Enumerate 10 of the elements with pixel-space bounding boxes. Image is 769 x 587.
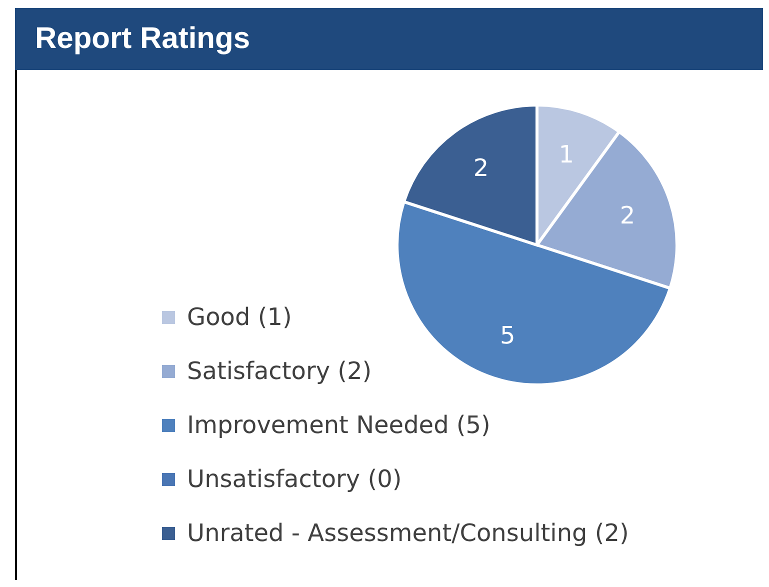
data-label: 1 <box>558 140 574 168</box>
data-label: 2 <box>473 154 489 182</box>
data-label: 5 <box>500 322 516 350</box>
legend-label: Good (1) <box>187 303 292 331</box>
legend-label: Satisfactory (2) <box>187 357 372 385</box>
legend-label: Unrated - Assessment/Consulting (2) <box>187 519 629 547</box>
legend-label: Unsatisfactory (0) <box>187 465 402 493</box>
chart-title: Report Ratings <box>15 8 763 70</box>
data-label: 2 <box>620 202 636 230</box>
legend-label: Improvement Needed (5) <box>187 411 490 439</box>
